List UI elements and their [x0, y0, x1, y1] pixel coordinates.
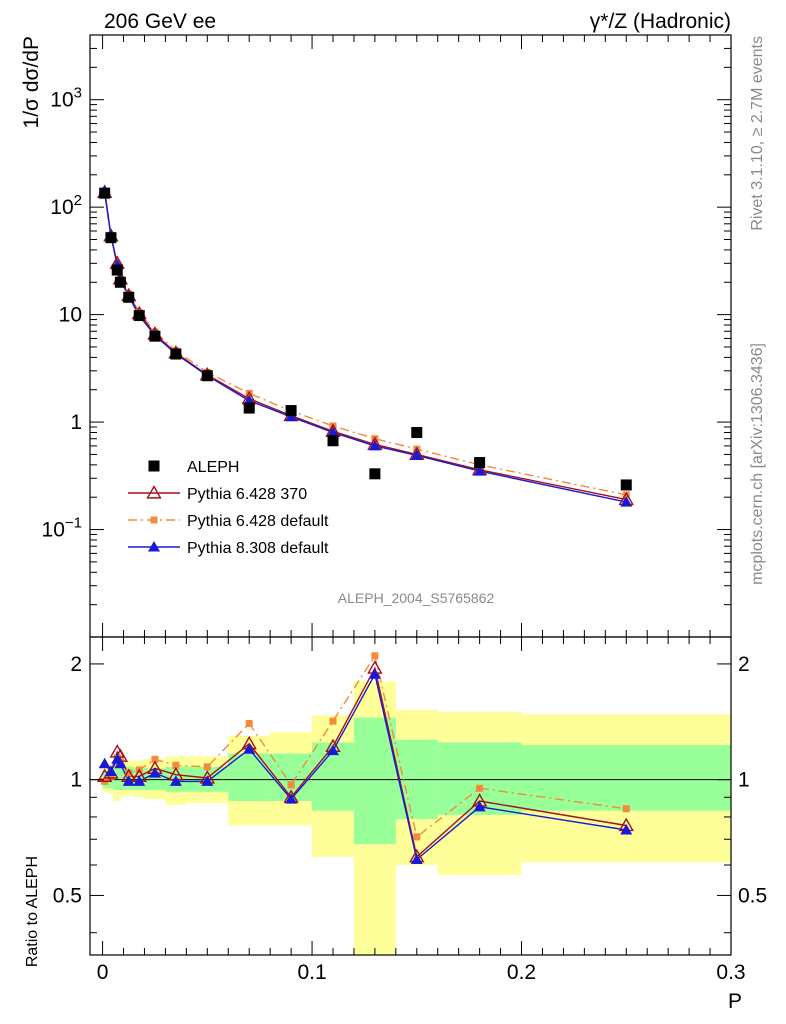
ratio-y-axis-label: Ratio to ALEPH: [24, 856, 41, 967]
ratio-series-line-1: [104, 654, 627, 839]
rivet-version-label: Rivet 3.1.10, ≥ 2.7M events: [749, 36, 766, 231]
ratio-series-line-0: [104, 666, 627, 859]
main-point-s0-2: [111, 264, 123, 276]
ratio-series-layer: [96, 652, 634, 865]
ratio-x-axis-ticks: 0 0.1 0.2 0.3: [97, 637, 746, 984]
main-point-s0-6: [149, 330, 161, 342]
ratio-point-s2-8: [201, 775, 214, 786]
ratio-point-s1-4: [125, 769, 133, 777]
main-y-axis-label: 1/σ dσ/dP: [20, 36, 43, 128]
ratio-point-s2-4: [122, 775, 135, 786]
main-series-line-3: [104, 190, 627, 503]
legend-marker-2: [150, 516, 158, 524]
legend-marker-3: [148, 541, 160, 552]
ratio-point-s1-1: [107, 772, 115, 780]
main-y-axis-ticks: 10−1 1 10 102 103: [42, 34, 731, 638]
main-point-s0-7: [170, 348, 182, 360]
legend-label-2: Pythia 6.428 default: [187, 513, 329, 530]
main-ytick-label-3: 102: [50, 192, 82, 219]
main-point-s0-3: [114, 276, 126, 288]
main-series-line-2: [104, 193, 627, 496]
legend-label-0: ALEPH: [187, 459, 239, 476]
ratio-ytick-label-left-0: 0.5: [53, 884, 82, 907]
main-point-s3-13: [410, 449, 423, 460]
ratio-band-inner-3: [119, 766, 124, 791]
ratio-point-s2-3: [114, 757, 127, 769]
ratio-point-s2-12: [368, 668, 381, 679]
main-point-s0-15: [620, 479, 632, 491]
mcplots-reference-label: mcplots.cern.ch [arXiv:1306.3436]: [749, 343, 766, 585]
header-left-title: 206 GeV ee: [104, 10, 216, 33]
legend-label-3: Pythia 8.308 default: [187, 540, 329, 557]
main-point-s3-12: [368, 439, 381, 451]
ratio-point-s1-8: [203, 763, 211, 771]
ratio-point-s2-11: [326, 744, 339, 756]
ratio-point-s2-9: [243, 743, 256, 754]
main-point-s3-11: [326, 426, 339, 437]
ratio-point-s2-1: [104, 765, 117, 777]
main-point-s0-0: [99, 187, 111, 199]
ratio-point-s1-9: [245, 719, 253, 727]
ratio-point-s1-15: [622, 805, 630, 813]
main-point-s2-15: [622, 491, 630, 499]
ratio-band-inner-10: [270, 753, 313, 802]
ratio-uncertainty-bands: [102, 681, 731, 955]
ratio-point-s2-13: [410, 853, 423, 865]
ratio-point-s2-15: [620, 823, 633, 835]
ratio-point-s2-7: [169, 775, 182, 786]
ratio-point-s1-13: [413, 833, 421, 841]
main-point-s0-1: [105, 232, 117, 244]
ratio-point-s1-11: [329, 717, 337, 725]
main-point-s0-8: [201, 370, 213, 382]
x-tick-label-0: 0: [97, 961, 109, 984]
main-ytick-label-0: 10−1: [42, 515, 82, 542]
main-series-layer: [96, 184, 634, 507]
ratio-point-s1-6: [151, 755, 159, 763]
main-x-axis-ticks: [102, 35, 732, 637]
x-axis-label: P: [728, 990, 742, 1013]
x-tick-label-2: 0.2: [507, 961, 536, 984]
main-series-line-1: [104, 192, 627, 501]
ratio-ytick-label-left-2: 2: [70, 653, 82, 676]
x-tick-label-1: 0.1: [297, 961, 326, 984]
ratio-point-s2-10: [285, 793, 298, 804]
main-point-s0-13: [411, 426, 423, 438]
ratio-point-s2-6: [148, 767, 161, 778]
main-ytick-label-2: 10: [59, 304, 82, 327]
main-point-s0-5: [133, 310, 145, 322]
main-ytick-label-1: 1: [70, 411, 82, 434]
legend-label-1: Pythia 6.428 370: [187, 486, 307, 503]
main-point-s0-10: [285, 405, 297, 417]
main-point-s3-15: [620, 496, 633, 507]
ratio-point-s2-14: [473, 800, 486, 812]
ratio-ytick-label-right-1: 1: [738, 769, 750, 792]
main-point-s0-11: [327, 435, 339, 447]
legend-marker-0: [148, 460, 160, 472]
ratio-panel: 0.5 0.5 1 1 2 2 0 0.1 0.2 0.3: [53, 636, 767, 984]
legend-marker-1: [146, 485, 162, 499]
ratio-ytick-label-left-1: 1: [70, 769, 82, 792]
ratio-y-axis-ticks: 0.5 0.5 1 1 2 2: [53, 653, 767, 934]
ratio-point-s1-14: [476, 784, 484, 792]
header-right-title: γ*/Z (Hadronic): [590, 10, 731, 33]
legend: ALEPH Pythia 6.428 370 Pythia 6.428 defaul…: [128, 459, 329, 557]
ratio-point-s1-12: [371, 652, 379, 660]
ratio-point-s1-10: [287, 781, 295, 789]
ratio-point-s1-7: [172, 761, 180, 769]
ratio-ytick-label-right-2: 2: [738, 653, 750, 676]
ratio-ytick-label-right-0: 0.5: [738, 884, 767, 907]
ratio-band-inner-15: [521, 745, 731, 811]
analysis-watermark: ALEPH_2004_S5765862: [338, 590, 495, 606]
main-point-s3-14: [473, 465, 486, 476]
ratio-point-s2-5: [133, 775, 146, 786]
main-point-s0-9: [243, 402, 255, 414]
ratio-point-s2-0: [98, 757, 111, 769]
main-point-s0-12: [369, 468, 381, 480]
main-point-s0-4: [123, 291, 135, 303]
main-ytick-label-4: 103: [50, 85, 82, 112]
ratio-plot-frame: [89, 636, 732, 956]
x-tick-label-3: 0.3: [716, 961, 745, 984]
main-point-s0-14: [474, 457, 486, 469]
